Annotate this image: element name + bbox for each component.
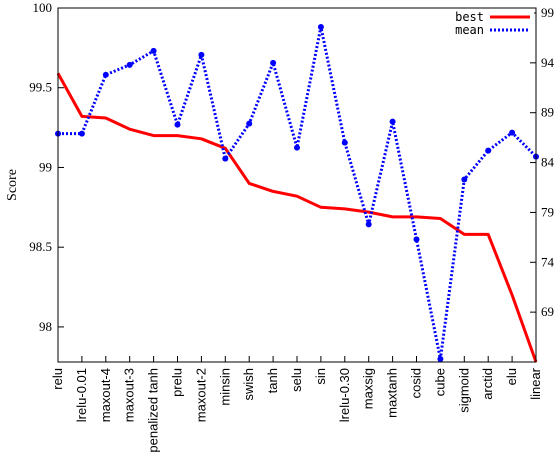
right-tick-label: 94 [541,55,555,70]
category-label: sigmoid [456,368,471,413]
category-label: prelu [170,368,185,397]
series-point-mean [150,47,157,54]
right-tick-label: 79 [541,204,554,219]
series-point-mean [437,356,444,363]
right-tick-label: 89 [541,105,554,120]
legend-mean-label: mean [455,23,484,37]
category-label: linear [528,367,543,399]
series-point-mean [365,221,372,228]
category-label: swish [241,368,256,401]
series-point-mean [317,23,324,30]
right-axis-ticks: 69 74 79 84 89 94 99 [530,5,555,319]
category-label: lrelu-0.30 [337,368,352,422]
right-tick-label: 99 [541,5,554,20]
legend-best-label: best [455,10,484,24]
series-point-mean [246,120,253,127]
legend: best mean [440,10,534,38]
category-label: maxsig [361,368,376,409]
category-label: maxout-3 [122,368,137,422]
category-label: relu [50,368,65,390]
category-label: arctid [480,368,495,400]
category-label: cosid [409,368,424,398]
left-axis-ticks: 98 98.5 99 99.5 100 [29,0,64,334]
series-point-mean [485,147,492,154]
series-point-mean [78,130,85,137]
category-labels: relu lrelu-0.01 maxout-4 maxout-3 penalized … [50,356,543,453]
left-tick-label: 98.5 [29,239,52,254]
series-point-mean [126,61,133,68]
left-tick-label: 100 [33,0,53,15]
left-tick-label: 98 [39,319,52,334]
category-label: tanh [265,368,280,393]
series-point-mean [174,121,181,128]
series-point-mean [341,139,348,146]
category-label: maxout-2 [193,368,208,422]
series-point-mean [270,59,277,66]
category-label: cube [432,368,447,396]
series-line-mean [58,25,538,361]
series-point-mean [509,129,516,136]
series-point-mean [102,71,109,78]
category-label: penalized tanh [146,368,161,453]
series-point-mean [461,176,468,183]
right-tick-label: 69 [541,304,554,319]
series-line-best [56,72,538,363]
category-label: maxtanh [385,368,400,418]
series-point-mean [294,144,300,151]
right-tick-label: 84 [541,155,555,170]
y-axis-title: Score [5,169,20,201]
category-label: maxout-4 [98,368,113,422]
category-label: selu [289,368,304,392]
category-label: minsin [217,368,232,406]
right-tick-label: 74 [541,254,555,269]
legend-box [440,10,534,38]
series-point-mean [222,155,229,162]
category-label: sin [313,368,328,385]
category-label: lrelu-0.01 [74,368,89,422]
left-tick-label: 99 [39,159,52,174]
series-point-mean [389,118,396,125]
series-point-mean [413,236,420,243]
series-point-mean [198,51,205,58]
left-tick-label: 99.5 [29,80,52,95]
plot-frame [57,7,537,363]
series-layer [55,23,539,363]
category-label: elu [504,368,519,385]
